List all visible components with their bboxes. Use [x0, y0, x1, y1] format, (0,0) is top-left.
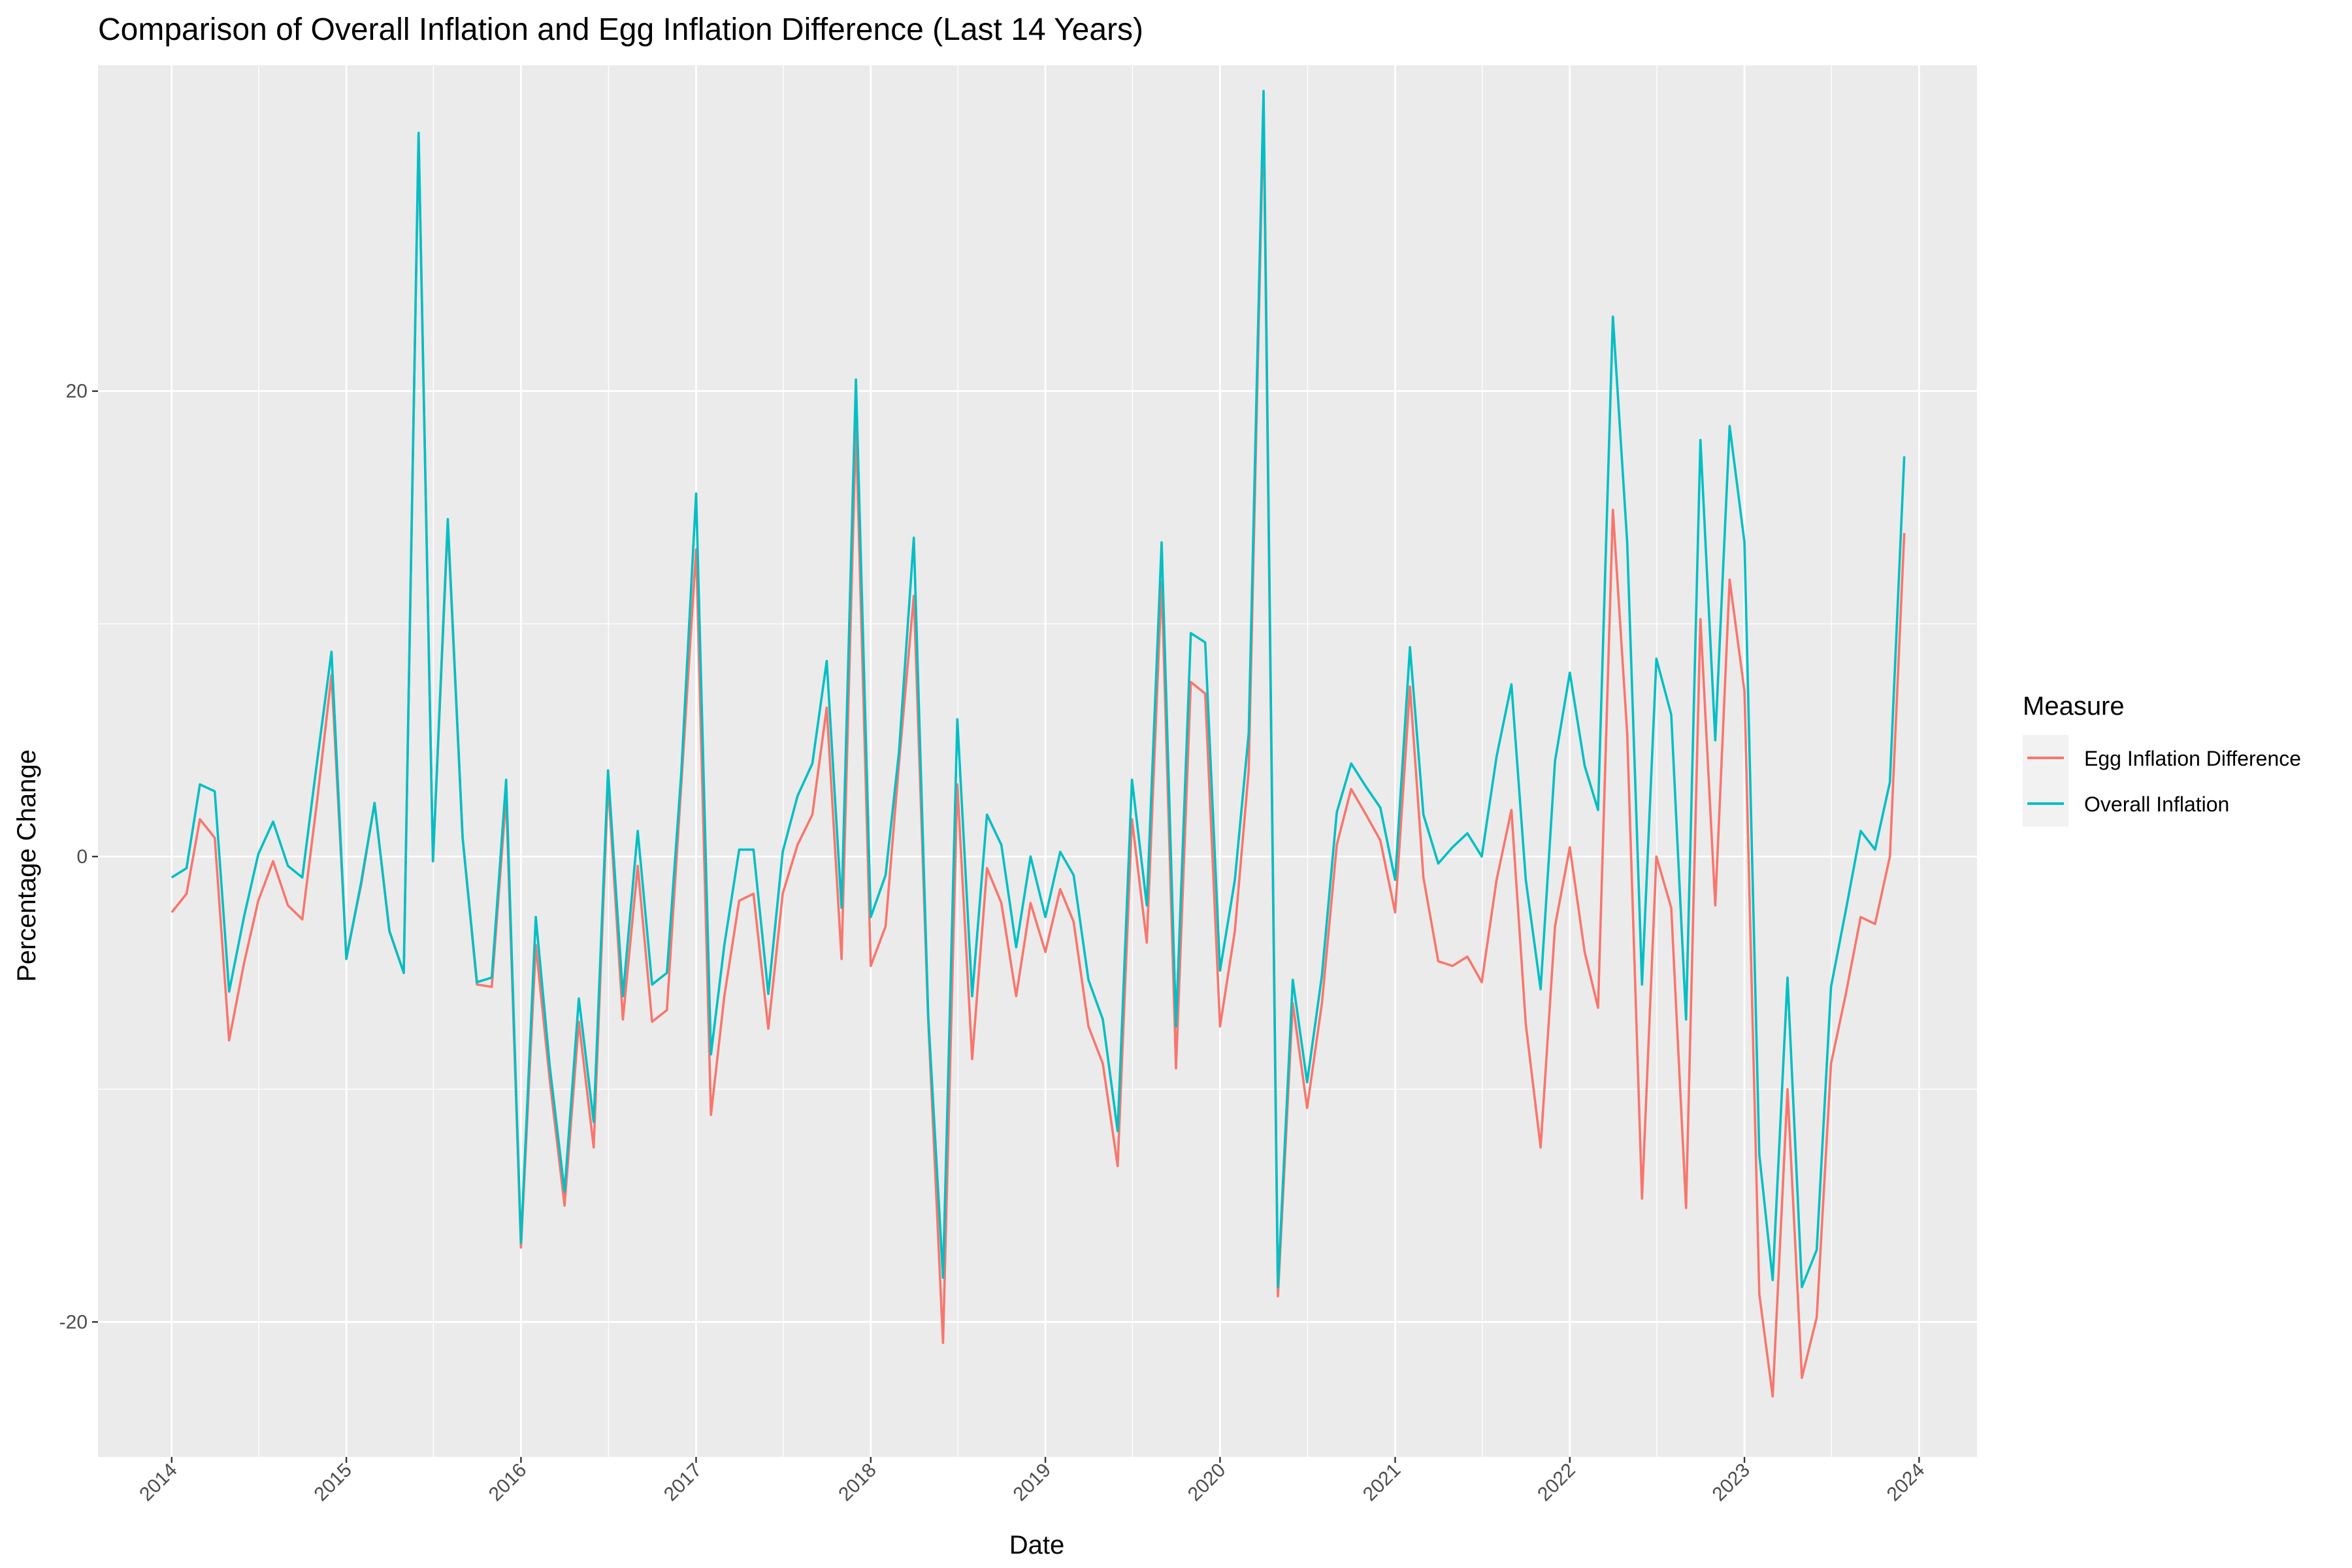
y-tick-label: 0 [76, 846, 88, 868]
x-axis: 2014 2015 2016 2017 2018 2019 2020 2021 2022 2023… [135, 1457, 1929, 1505]
x-tick-label: 2018 [834, 1460, 881, 1506]
y-tick-label: -20 [59, 1311, 88, 1333]
x-tick-label: 2014 [135, 1460, 182, 1506]
legend: Measure Egg Inflation Difference Overall… [2023, 692, 2301, 826]
y-axis: -20 0 20 [59, 381, 98, 1333]
x-axis-title: Date [1009, 1531, 1065, 1560]
chart-title: Comparison of Overall Inflation and Egg … [98, 12, 1143, 47]
x-tick-label: 2022 [1533, 1460, 1580, 1506]
legend-title: Measure [2023, 692, 2125, 721]
x-tick-label: 2015 [310, 1460, 357, 1506]
x-tick-label: 2021 [1359, 1460, 1405, 1506]
x-tick-label: 2016 [485, 1460, 531, 1506]
series-line-overall-inflation [171, 90, 1906, 1288]
legend-label-egg-inflation-difference: Egg Inflation Difference [2084, 747, 2301, 770]
legend-item-overall-inflation: Overall Inflation [2023, 781, 2229, 826]
plot-panel [98, 65, 1977, 1457]
series-lines [171, 90, 1906, 1398]
x-tick-label: 2023 [1708, 1460, 1754, 1506]
y-axis-title: Percentage Change [12, 749, 41, 982]
legend-label-overall-inflation: Overall Inflation [2084, 792, 2229, 816]
x-tick-label: 2024 [1883, 1460, 1929, 1506]
grid-lines [98, 65, 1977, 1457]
x-tick-label: 2019 [1009, 1460, 1055, 1506]
x-tick-label: 2020 [1184, 1460, 1230, 1506]
y-tick-label: 20 [66, 381, 88, 402]
legend-item-egg-inflation-difference: Egg Inflation Difference [2023, 735, 2301, 781]
x-tick-label: 2017 [660, 1460, 706, 1506]
